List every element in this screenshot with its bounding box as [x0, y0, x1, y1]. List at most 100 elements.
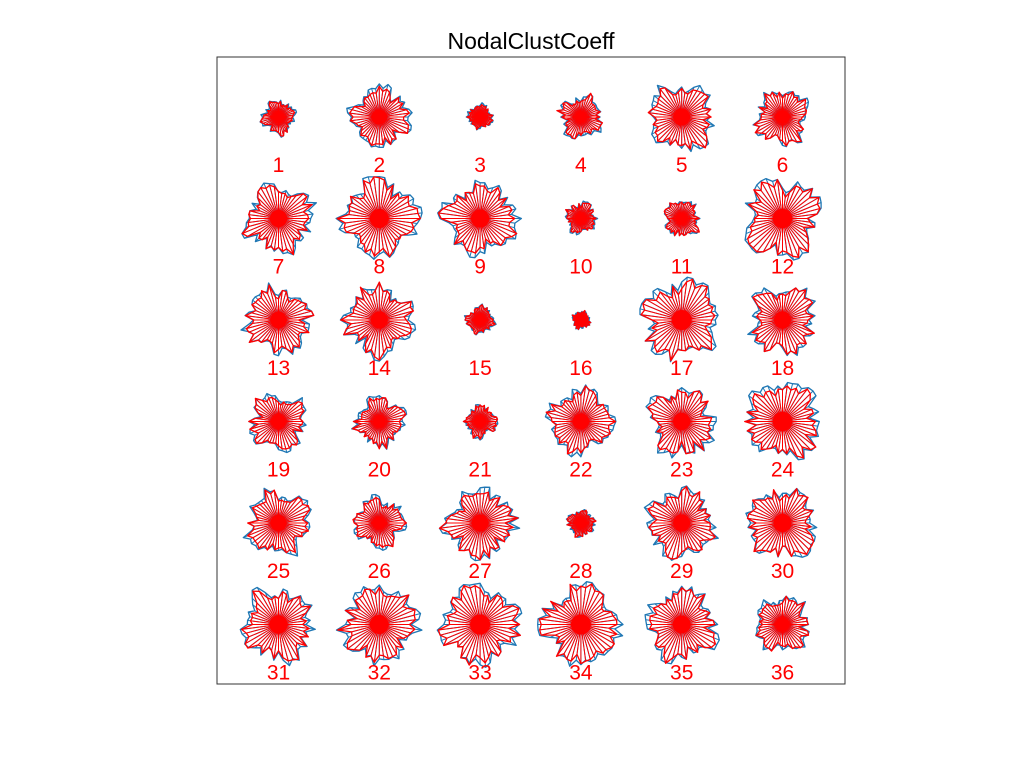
glyph-label: 27 — [468, 560, 491, 583]
outline — [437, 585, 522, 666]
outline — [340, 281, 415, 361]
outline — [747, 178, 821, 258]
outline — [745, 487, 818, 558]
glyph-5: 5 — [647, 84, 715, 177]
glyph-hub — [271, 414, 286, 429]
glyph-21: 21 — [462, 404, 499, 482]
outline — [241, 184, 313, 256]
glyph-22: 22 — [544, 384, 617, 482]
outline — [244, 284, 315, 354]
glyph-28: 28 — [565, 508, 597, 583]
glyph-label: 28 — [569, 560, 592, 583]
outline — [556, 92, 604, 140]
glyph-hub — [575, 111, 587, 123]
glyph-23: 23 — [645, 387, 717, 482]
glyph-9: 9 — [437, 179, 523, 279]
outline — [565, 202, 597, 234]
glyph-hub — [373, 415, 386, 428]
outline — [464, 304, 496, 335]
glyph-label: 6 — [777, 154, 789, 177]
glyph-7: 7 — [241, 182, 318, 279]
glyph-17: 17 — [639, 276, 719, 380]
outline — [751, 287, 815, 355]
glyph-label: 30 — [771, 560, 794, 583]
glyph-label: 35 — [670, 662, 693, 685]
glyph-hub — [671, 310, 692, 330]
glyph-label: 19 — [267, 459, 290, 482]
glyph-26: 26 — [352, 493, 408, 583]
glyph-12: 12 — [744, 177, 822, 279]
glyph-14: 14 — [339, 281, 417, 380]
glyph-label: 20 — [368, 459, 391, 482]
outline — [647, 389, 713, 455]
glyph-label: 24 — [771, 459, 795, 482]
glyph-hub — [576, 316, 585, 324]
glyph-label: 2 — [373, 154, 385, 177]
outline — [466, 104, 494, 131]
glyph-label: 36 — [771, 662, 794, 685]
glyph-30: 30 — [745, 487, 818, 583]
glyph-hub — [773, 514, 792, 532]
glyph-24: 24 — [744, 381, 820, 482]
glyph-hub — [673, 514, 691, 532]
glyph-label: 13 — [267, 357, 290, 380]
outline — [352, 496, 408, 548]
outline — [259, 100, 296, 137]
glyph-hub — [476, 316, 485, 324]
outline — [335, 584, 423, 667]
glyph-1: 1 — [259, 99, 298, 177]
glyph-hub — [775, 110, 790, 124]
outline — [538, 583, 618, 665]
glyph-hub — [476, 417, 485, 426]
glyph-hub — [673, 413, 691, 430]
glyph-6: 6 — [752, 91, 810, 177]
glyph-25: 25 — [242, 487, 312, 583]
outline — [336, 176, 421, 258]
glyph-3: 3 — [465, 102, 495, 177]
glyph-label: 12 — [771, 256, 794, 279]
outline — [663, 201, 700, 237]
glyph-hub — [476, 113, 485, 121]
outline — [248, 396, 305, 450]
glyph-hub — [677, 214, 687, 223]
glyph-hub — [270, 210, 287, 227]
glyph-hub — [572, 413, 589, 430]
glyph-label: 4 — [575, 154, 587, 177]
glyph-10: 10 — [564, 200, 599, 279]
glyph-32: 32 — [335, 584, 423, 685]
glyph-label: 32 — [368, 662, 391, 685]
glyph-hub — [373, 516, 386, 530]
glyph-hub — [576, 214, 585, 223]
glyph-4: 4 — [556, 92, 604, 177]
glyph-hub — [369, 209, 389, 228]
outline — [437, 179, 523, 259]
outline — [571, 309, 592, 330]
outline — [755, 595, 810, 651]
outline — [462, 404, 499, 440]
glyph-hub — [371, 109, 387, 125]
outline — [752, 91, 810, 148]
outline — [438, 491, 519, 561]
glyph-label: 21 — [468, 459, 491, 482]
glyph-label: 16 — [569, 357, 592, 380]
glyph-13: 13 — [240, 282, 315, 380]
glyph-hub — [270, 515, 287, 531]
outline — [566, 509, 597, 538]
glyph-hub — [772, 208, 793, 229]
glyph-label: 14 — [368, 357, 392, 380]
glyph-label: 26 — [368, 560, 391, 583]
outline — [545, 385, 617, 455]
glyph-hub — [470, 614, 491, 635]
outline — [647, 485, 716, 560]
glyph-2: 2 — [346, 83, 413, 177]
outline — [755, 595, 810, 652]
glyph-18: 18 — [747, 287, 816, 380]
outline — [240, 590, 311, 662]
glyph-hub — [369, 615, 389, 634]
plot-frame — [216, 56, 846, 685]
glyph-11: 11 — [663, 201, 701, 279]
outline — [746, 488, 815, 558]
outline — [640, 278, 716, 362]
glyph-hub — [576, 519, 585, 527]
